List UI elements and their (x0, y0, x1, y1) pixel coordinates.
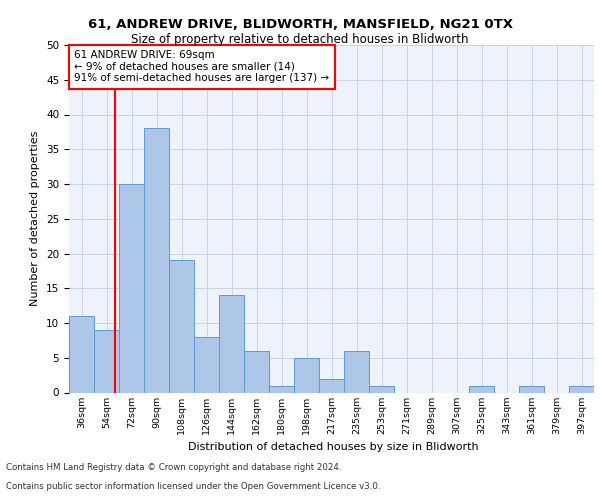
Bar (469, 386, 494, 392)
Text: 61 ANDREW DRIVE: 69sqm
← 9% of detached houses are smaller (14)
91% of semi-deta: 61 ANDREW DRIVE: 69sqm ← 9% of detached … (74, 50, 329, 84)
Bar (519, 386, 544, 392)
Bar (344, 351, 369, 393)
Text: 61, ANDREW DRIVE, BLIDWORTH, MANSFIELD, NG21 0TX: 61, ANDREW DRIVE, BLIDWORTH, MANSFIELD, … (88, 18, 512, 30)
Text: Size of property relative to detached houses in Blidworth: Size of property relative to detached ho… (131, 32, 469, 46)
Text: Distribution of detached houses by size in Blidworth: Distribution of detached houses by size … (188, 442, 478, 452)
Bar (569, 386, 594, 392)
Bar (244, 351, 269, 393)
Bar (219, 295, 244, 392)
Bar (269, 386, 294, 392)
Text: Contains public sector information licensed under the Open Government Licence v3: Contains public sector information licen… (6, 482, 380, 491)
Y-axis label: Number of detached properties: Number of detached properties (31, 131, 40, 306)
Bar (119, 184, 144, 392)
Bar (319, 378, 344, 392)
Bar (169, 260, 194, 392)
Bar (144, 128, 169, 392)
Bar (194, 337, 219, 392)
Bar (69, 316, 94, 392)
Text: Contains HM Land Registry data © Crown copyright and database right 2024.: Contains HM Land Registry data © Crown c… (6, 464, 341, 472)
Bar (94, 330, 119, 392)
Bar (369, 386, 394, 392)
Bar (294, 358, 319, 392)
